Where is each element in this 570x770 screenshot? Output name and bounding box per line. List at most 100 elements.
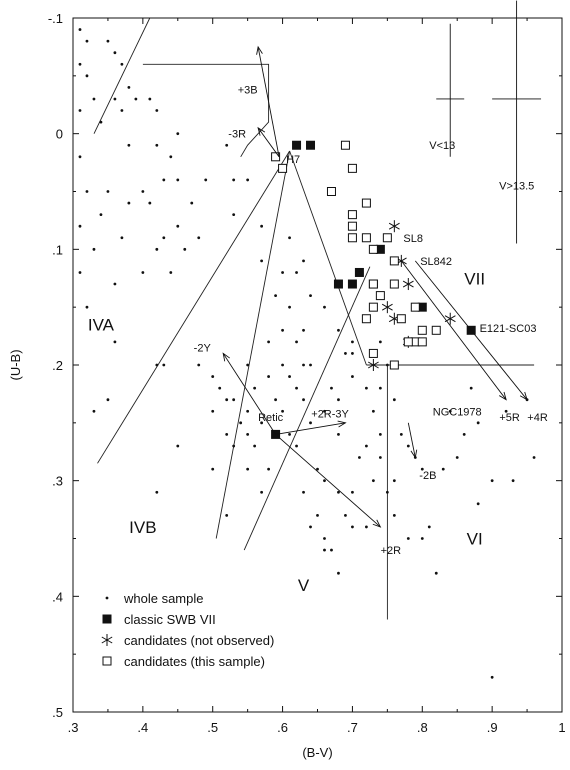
dot-point — [197, 236, 201, 240]
x-tick-label: .6 — [277, 720, 288, 735]
dot-point — [211, 409, 215, 413]
open-square-point — [368, 302, 378, 312]
open-square-point — [410, 302, 420, 312]
open-square-point — [278, 163, 288, 173]
x-tick-label: .4 — [137, 720, 148, 735]
arrow-head — [256, 45, 263, 55]
filled-square-point — [347, 279, 357, 289]
dot-point — [323, 537, 326, 540]
dot-point — [225, 398, 229, 402]
dot-point — [337, 433, 340, 436]
dot-point — [176, 178, 180, 182]
open-square-point — [389, 360, 399, 370]
dot-point — [246, 409, 250, 413]
arrow-shaft — [257, 127, 280, 158]
dot-point — [295, 271, 298, 274]
dot-point — [155, 247, 159, 251]
dot-point — [316, 467, 319, 471]
dot-point — [330, 548, 333, 552]
dot-point — [260, 259, 264, 263]
dot-point — [169, 271, 173, 274]
dot-point — [211, 375, 215, 378]
filled-square-point — [417, 302, 427, 312]
legend-label: whole sample — [123, 591, 204, 606]
dot-point — [120, 62, 124, 66]
dot-point — [99, 213, 103, 217]
region-boundary-line — [97, 150, 290, 464]
asterisk-point — [367, 359, 379, 371]
dot-point — [351, 340, 354, 344]
asterisk-stroke — [381, 303, 393, 311]
dot-point — [309, 294, 312, 297]
dot-point — [316, 513, 319, 517]
axis-ticks: .3 .4 .5 .6 .7 .8 .9 1 -.1 0 .1 .2 .3 .4 .5 (B-V) (U-B) — [8, 11, 566, 760]
dot-point — [155, 143, 159, 147]
dot-point — [358, 456, 361, 459]
dot-point — [295, 444, 298, 448]
arrow-shaft — [414, 260, 528, 400]
open-square-point — [347, 233, 357, 243]
dot-point — [148, 201, 152, 205]
open-square-point — [417, 325, 427, 335]
open-square-point — [271, 152, 281, 162]
dot-point — [365, 386, 368, 390]
dot-point — [78, 109, 82, 112]
dot-point — [267, 467, 270, 471]
dot-point — [288, 433, 291, 436]
arrow-label: -3R — [228, 129, 246, 141]
dot-point — [253, 444, 257, 448]
asterisk-stroke — [444, 315, 456, 323]
legend: whole sample classic SWB VII candidates (n… — [101, 591, 274, 669]
dot-point — [288, 305, 291, 309]
region-label: V — [298, 576, 310, 595]
y-tick-label: .3 — [52, 474, 63, 489]
y-tick-label: 0 — [56, 127, 63, 142]
y-tick-label: .1 — [52, 242, 63, 257]
dot-point — [260, 490, 264, 494]
dot-point — [141, 190, 145, 193]
dot-point — [337, 398, 340, 402]
dot-point — [127, 201, 131, 205]
dot-point — [197, 363, 201, 367]
dot-point — [490, 479, 494, 483]
arrow-shaft — [407, 422, 416, 458]
x-tick-label: .3 — [68, 720, 79, 735]
region-boundary-line — [215, 150, 291, 539]
open-square-point — [403, 337, 413, 347]
dot-point — [427, 525, 431, 529]
dot-point — [323, 548, 326, 552]
arrow-shaft — [257, 46, 280, 157]
dot-point — [337, 490, 340, 494]
dot-point — [295, 386, 298, 390]
filled-square-point — [375, 244, 385, 254]
dot-point — [309, 421, 312, 425]
dot-point — [288, 375, 291, 378]
dot-point — [169, 155, 173, 159]
dot-point — [288, 236, 291, 240]
cluster-label: E121-SC03 — [480, 323, 537, 335]
arrow-label: +5R — [499, 412, 520, 424]
dot-point — [113, 97, 117, 101]
dot-point — [351, 352, 354, 355]
dot-point — [225, 433, 229, 436]
region-label: VI — [467, 530, 483, 549]
dot-point — [302, 328, 305, 332]
dot-point — [113, 340, 117, 344]
dot-point — [92, 247, 96, 251]
dot-point — [141, 271, 145, 274]
open-square-point — [375, 291, 385, 301]
dot-point — [162, 363, 166, 367]
dot-point — [504, 409, 508, 413]
dot-point — [469, 386, 473, 390]
dot-point — [211, 467, 215, 471]
dot-point — [532, 456, 536, 459]
x-tick-label: .9 — [487, 720, 498, 735]
error-bar-label: V<13 — [429, 140, 455, 152]
asterisk-point — [444, 312, 456, 325]
filled-square-point — [306, 140, 316, 150]
arrow-head — [410, 449, 418, 459]
dot-point — [378, 433, 382, 436]
data-points — [78, 28, 536, 679]
dot-point — [406, 444, 410, 448]
